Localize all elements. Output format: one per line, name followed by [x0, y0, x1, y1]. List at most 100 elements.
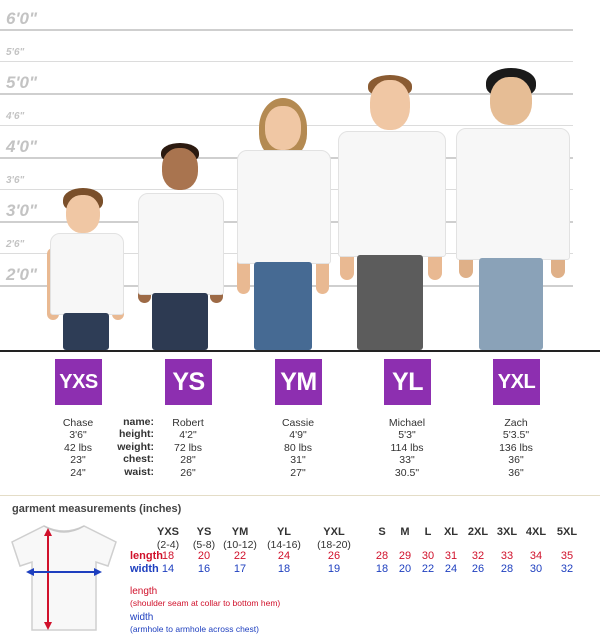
- garment-width-value: 32: [560, 563, 574, 575]
- garment-title: garment measurements (inches): [12, 503, 182, 515]
- kid-chest: 31": [290, 454, 306, 467]
- length-note-title: length: [130, 586, 158, 597]
- height-label: 2'0": [6, 265, 38, 284]
- garment-width-value: 14: [161, 563, 175, 575]
- kid-weight: 72 lbs: [173, 441, 203, 454]
- stat-label-name: name:: [123, 416, 154, 428]
- garment-length-value: 29: [398, 550, 412, 562]
- section-divider: [0, 495, 600, 496]
- garment-length-value: 33: [500, 550, 514, 562]
- garment-length-value: 32: [471, 550, 485, 562]
- width-note: (armhole to armhole across chest): [130, 624, 259, 634]
- kid-waist: 27": [290, 466, 306, 479]
- kid-waist: 26": [180, 466, 196, 479]
- garment-size-range: (2-4): [156, 539, 180, 551]
- length-note: (shoulder seam at collar to bottom hem): [130, 598, 281, 608]
- garment-size-header: L: [424, 526, 432, 538]
- garment-width-value: 19: [327, 563, 341, 575]
- garment-size-header: XL: [443, 526, 459, 538]
- height-line-6ft: [0, 29, 573, 31]
- garment-size-header: 5XL: [556, 526, 578, 538]
- garment-width-value: 17: [233, 563, 247, 575]
- size-badge-ym: YM: [275, 359, 322, 405]
- kid-waist: 24": [70, 466, 86, 479]
- kid-photo-zach: [453, 68, 571, 350]
- height-label: 4'0": [6, 137, 38, 156]
- height-line-5ft6: [0, 61, 573, 62]
- garment-size-header: YM: [231, 526, 249, 538]
- kid-stats-chase: Chase 3'6" 42 lbs 23" 24": [33, 417, 123, 479]
- kid-weight: 42 lbs: [63, 441, 93, 454]
- kid-height: 4'2": [179, 429, 197, 442]
- width-note-title: width: [130, 612, 154, 623]
- garment-width-value: 28: [500, 563, 514, 575]
- kid-waist: 36": [508, 466, 524, 479]
- width-arrow-head-left: [26, 568, 34, 576]
- garment-size-header: 3XL: [496, 526, 518, 538]
- size-badge-yl: YL: [384, 359, 431, 405]
- garment-size-range: (10-12): [223, 539, 257, 551]
- garment-length-value: 22: [233, 550, 247, 562]
- tshirt-diagram: [11, 525, 117, 631]
- kid-stats-robert: Robert 4'2" 72 lbs 28" 26": [143, 417, 233, 479]
- kid-name: Chase: [62, 417, 94, 429]
- garment-width-value: 18: [277, 563, 291, 575]
- kid-height: 5'3": [398, 429, 416, 442]
- stat-label-weight: weight:: [117, 440, 154, 453]
- garment-width-value: 22: [421, 563, 435, 575]
- garment-width-value: 30: [529, 563, 543, 575]
- garment-length-value: 35: [560, 550, 574, 562]
- garment-width-value: 18: [375, 563, 389, 575]
- garment-length-value: 20: [197, 550, 211, 562]
- length-arrow-head-top: [44, 528, 52, 536]
- garment-length-value: 24: [277, 550, 291, 562]
- kid-weight: 80 lbs: [283, 441, 313, 454]
- kid-name: Michael: [388, 417, 426, 429]
- kid-chest: 33": [399, 454, 415, 467]
- kid-name: Zach: [504, 417, 528, 429]
- kid-weight: 114 lbs: [390, 441, 424, 454]
- stat-label-chest: chest:: [123, 453, 154, 466]
- height-label: 5'0": [6, 73, 38, 92]
- garment-length-value: 28: [375, 550, 389, 562]
- kid-height: 5'3.5": [502, 429, 530, 442]
- kid-photo-michael: [335, 75, 447, 350]
- tshirt-outline: [11, 525, 117, 631]
- garment-width-value: 16: [197, 563, 211, 575]
- garment-size-header: YXS: [156, 526, 179, 538]
- garment-length-value: 30: [421, 550, 435, 562]
- garment-length-value: 34: [529, 550, 543, 562]
- garment-size-header: S: [378, 526, 386, 538]
- kid-photo-cassie: [233, 98, 333, 350]
- tshirt-collar: [43, 525, 85, 533]
- garment-width-value: 20: [398, 563, 412, 575]
- garment-length-value: 26: [327, 550, 341, 562]
- kid-chest: 36": [508, 454, 524, 467]
- kid-waist: 30.5": [394, 466, 420, 479]
- height-label: 6'0": [6, 9, 38, 28]
- kid-chest: 28": [180, 454, 196, 467]
- height-line-5ft: [0, 93, 573, 95]
- garment-size-header: 4XL: [525, 526, 547, 538]
- kid-weight: 136 lbs: [499, 441, 533, 454]
- garment-length-value: 18: [161, 550, 175, 562]
- kid-height: 3'6": [69, 429, 87, 442]
- garment-size-header: YXL: [323, 526, 345, 538]
- height-label: 5'6": [6, 47, 25, 58]
- kid-stats-michael: Michael 5'3" 114 lbs 33" 30.5": [362, 417, 452, 479]
- height-label: 3'6": [6, 175, 25, 186]
- stat-label-height: height:: [119, 428, 154, 441]
- height-label: 4'6": [6, 111, 25, 122]
- height-label: 2'6": [6, 239, 25, 250]
- garment-length-value: 31: [444, 550, 458, 562]
- kid-name: Cassie: [281, 417, 315, 429]
- ground-line: [0, 350, 600, 352]
- height-chart: 6'0" 5'6" 5'0" 4'6" 4'0" 3'6" 3'0" 2'6" …: [0, 9, 600, 352]
- garment-size-header: YS: [196, 526, 212, 538]
- kid-photo-robert: [134, 143, 226, 350]
- height-label: 3'0": [6, 201, 38, 220]
- garment-size-range: (5-8): [192, 539, 216, 551]
- kid-stats-zach: Zach 5'3.5" 136 lbs 36" 36": [471, 417, 561, 479]
- kid-chest: 23": [70, 454, 86, 467]
- length-row-label: length: [130, 550, 163, 562]
